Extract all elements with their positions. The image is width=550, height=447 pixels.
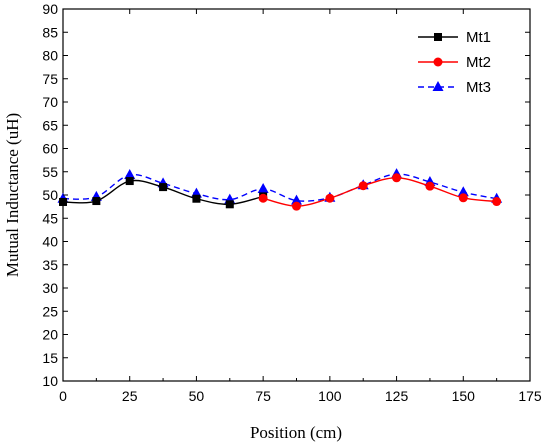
y-tick-label: 90 [42, 1, 58, 17]
y-tick-label: 10 [42, 373, 58, 389]
axis-layer: 0 25 50 75 100 125 150 175 10 15 20 25 30 35 40 45 50 55 6… [42, 1, 541, 404]
data-point [458, 193, 468, 203]
legend-marker [432, 81, 444, 91]
legend-marker [434, 33, 442, 41]
y-tick-label: 20 [42, 327, 58, 343]
series-mt3 [57, 168, 503, 205]
y-tick-label: 30 [42, 280, 58, 296]
y-tick-label: 25 [42, 303, 58, 319]
legend-label: Mt3 [466, 79, 491, 96]
y-tick-label: 65 [42, 117, 58, 133]
y-tick-label: 55 [42, 164, 58, 180]
y-tick-label: 45 [42, 210, 58, 226]
x-axis-title: Position (cm) [250, 423, 342, 442]
data-point [292, 201, 301, 211]
x-tick-label: 0 [59, 388, 67, 404]
legend-item-mt2: Mt2 [418, 54, 491, 71]
data-point [425, 181, 435, 191]
data-point [225, 200, 234, 209]
series-mt2 [258, 173, 502, 211]
legend-label: Mt1 [466, 29, 491, 46]
data-point [125, 177, 134, 186]
y-tick-label: 75 [42, 71, 58, 87]
x-tick-label: 125 [385, 388, 409, 404]
data-point [492, 197, 502, 207]
y-tick-label: 35 [42, 257, 58, 273]
y-tick-label: 85 [42, 24, 58, 40]
data-point [192, 194, 201, 203]
y-tick-label: 60 [42, 141, 58, 157]
x-tick-label: 50 [189, 388, 205, 404]
x-tick-label: 150 [452, 388, 476, 404]
y-tick-label: 40 [42, 234, 58, 250]
data-point [59, 197, 67, 206]
data-point [257, 182, 269, 193]
y-tick-label: 50 [42, 187, 58, 203]
data-point [124, 169, 136, 180]
x-tick-label: 175 [518, 388, 542, 404]
x-tick-label: 25 [122, 388, 138, 404]
x-tick-label: 100 [318, 388, 342, 404]
legend: Mt1 Mt2 Mt3 [418, 29, 491, 96]
data-point [392, 173, 402, 183]
data-point [159, 183, 168, 192]
legend-label: Mt2 [466, 54, 491, 71]
legend-marker [433, 57, 443, 67]
data-point [325, 193, 335, 203]
data-point [291, 194, 302, 205]
series-layer [57, 168, 503, 211]
y-tick-label: 80 [42, 48, 58, 64]
y-tick-label: 70 [42, 94, 58, 110]
y-tick-label: 15 [42, 350, 58, 366]
legend-item-mt3: Mt3 [418, 79, 491, 96]
y-axis-title: Mutual Inductance (uH) [3, 113, 22, 277]
data-point [92, 197, 101, 206]
legend-item-mt1: Mt1 [418, 29, 491, 46]
data-point [457, 186, 469, 197]
data-point [258, 193, 268, 203]
x-tick-label: 75 [255, 388, 271, 404]
data-point [358, 181, 368, 191]
